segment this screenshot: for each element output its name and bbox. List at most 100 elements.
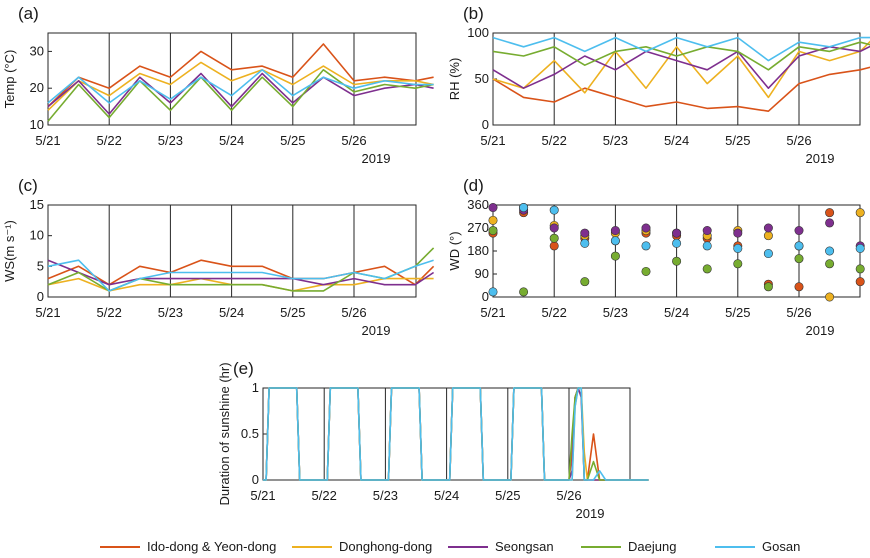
x-tick-label: 5/26 <box>556 488 581 503</box>
panel-d: 0 90 180 270 360 5/21 5/22 5/23 5/24 5/25 5/26 2019… <box>447 176 865 338</box>
x-tick-label: 5/25 <box>280 305 305 320</box>
y-tick-label: 0 <box>37 289 44 304</box>
year-label: 2019 <box>362 151 391 166</box>
x-tick-label: 5/21 <box>480 133 505 148</box>
series-line <box>263 387 649 481</box>
series-line <box>47 259 435 286</box>
y-axis-label: WS(m s⁻¹) <box>2 220 17 282</box>
series-line <box>47 69 434 104</box>
x-tick-label: 5/24 <box>219 133 244 148</box>
y-tick-label: 50 <box>475 71 489 86</box>
scatter-point <box>702 241 712 251</box>
series-line <box>263 387 649 481</box>
series-line <box>492 45 870 89</box>
panel-c: 0 5 10 15 5/21 5/22 5/23 5/24 5/25 5/26 2019 (c) WS(… <box>2 176 435 338</box>
y-tick-label: 270 <box>467 220 489 235</box>
scatter-point <box>794 241 804 251</box>
legend-label: Daejung <box>628 539 676 554</box>
y-tick-label: 5 <box>37 258 44 273</box>
year-label: 2019 <box>362 323 391 338</box>
x-tick-label: 5/25 <box>725 133 750 148</box>
y-tick-label: 1 <box>252 380 259 395</box>
scatter-point <box>641 266 651 276</box>
scatter-point <box>672 238 682 248</box>
x-tick-label: 5/26 <box>341 305 366 320</box>
x-tick-label: 5/25 <box>280 133 305 148</box>
x-tick-label: 5/21 <box>35 305 60 320</box>
panel-label: (c) <box>18 176 38 195</box>
scatter-point <box>763 249 773 259</box>
year-label: 2019 <box>806 151 835 166</box>
series-line <box>47 259 434 292</box>
x-tick-label: 5/21 <box>480 305 505 320</box>
series-line <box>492 41 870 71</box>
scatter-point <box>825 208 835 218</box>
y-tick-label: 0 <box>482 117 489 132</box>
scatter-point <box>610 236 620 246</box>
scatter-point <box>580 238 590 248</box>
y-tick-label: 15 <box>30 197 44 212</box>
scatter-point <box>610 251 620 261</box>
scatter-point <box>763 231 773 241</box>
x-tick-label: 5/24 <box>434 488 459 503</box>
legend: Ido-dong & Yeon-dong Donghong-dong Seongsa… <box>100 539 800 554</box>
y-tick-label: 180 <box>467 243 489 258</box>
scatter-point <box>794 282 804 292</box>
series-line <box>47 259 435 286</box>
scatter-point <box>702 226 712 236</box>
legend-item: Gosan <box>715 539 800 554</box>
panel-label: (d) <box>463 176 484 195</box>
x-tick-label: 5/23 <box>158 133 183 148</box>
x-tick-label: 5/26 <box>786 133 811 148</box>
scatter-point <box>580 277 590 287</box>
series-line <box>47 43 434 108</box>
scatter-point <box>825 246 835 256</box>
scatter-point <box>825 218 835 228</box>
scatter-point <box>549 223 559 233</box>
scatter-point <box>519 203 529 213</box>
panel-b: 0 50 100 5/21 5/22 5/23 5/24 5/25 5/26 2019 (b) RH … <box>447 4 870 166</box>
y-tick-label: 360 <box>467 197 489 212</box>
scatter-point <box>763 282 773 292</box>
legend-label: Gosan <box>762 539 800 554</box>
legend-item: Ido-dong & Yeon-dong <box>100 539 276 554</box>
legend-label: Seongsan <box>495 539 554 554</box>
series-line <box>47 247 435 292</box>
scatter-point <box>855 243 865 253</box>
series-line <box>47 69 434 122</box>
series-line <box>263 387 649 481</box>
scatter-point <box>672 256 682 266</box>
scatter-point <box>549 241 559 251</box>
panel-label: (b) <box>463 4 484 23</box>
legend-label: Donghong-dong <box>339 539 432 554</box>
scatter-point <box>733 243 743 253</box>
series-line <box>47 72 434 115</box>
x-tick-label: 5/23 <box>158 305 183 320</box>
scatter-point <box>488 203 498 213</box>
x-tick-label: 5/26 <box>341 133 366 148</box>
y-tick-label: 0 <box>252 472 259 487</box>
scatter-point <box>702 264 712 274</box>
scatter-point <box>855 277 865 287</box>
y-tick-label: 100 <box>467 25 489 40</box>
x-tick-label: 5/22 <box>542 133 567 148</box>
x-tick-label: 5/22 <box>97 133 122 148</box>
year-label: 2019 <box>806 323 835 338</box>
series-line <box>492 40 870 99</box>
scatter-point <box>733 259 743 269</box>
series-line <box>263 387 649 481</box>
year-label: 2019 <box>576 506 605 521</box>
x-tick-label: 5/22 <box>542 305 567 320</box>
x-tick-label: 5/25 <box>495 488 520 503</box>
x-tick-label: 5/23 <box>603 133 628 148</box>
x-tick-label: 5/22 <box>312 488 337 503</box>
scatter-point <box>825 259 835 269</box>
y-axis-label: WD (°) <box>447 231 462 270</box>
series-line <box>492 66 870 112</box>
series-line <box>492 36 870 62</box>
y-tick-label: 0.5 <box>241 426 259 441</box>
panel-a: 10 20 30 5/21 5/22 5/23 5/24 5/25 5/26 2019 (a) Tem… <box>2 4 434 166</box>
